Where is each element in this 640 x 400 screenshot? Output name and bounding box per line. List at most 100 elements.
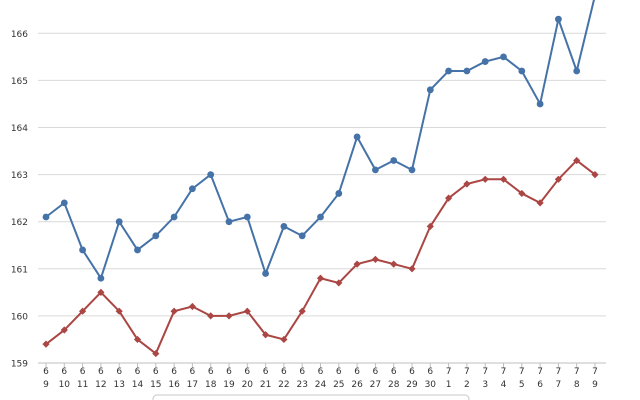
y-tick-label: 163 bbox=[11, 171, 28, 181]
data-point-series-1 bbox=[463, 67, 471, 75]
data-point-series-2 bbox=[536, 199, 544, 207]
x-tick-month: 6 bbox=[391, 367, 397, 377]
x-tick-month: 7 bbox=[501, 367, 507, 377]
x-tick-day: 9 bbox=[43, 380, 49, 390]
series-group bbox=[42, 0, 599, 358]
data-point-series-2 bbox=[79, 307, 87, 315]
data-point-series-2 bbox=[60, 326, 68, 334]
x-tick-day: 29 bbox=[406, 380, 418, 390]
data-point-series-1 bbox=[481, 58, 489, 65]
x-tick-day: 10 bbox=[59, 380, 71, 390]
x-axis: 6961061161261361461561661761861962062162… bbox=[43, 363, 598, 390]
x-tick-day: 16 bbox=[168, 380, 180, 390]
x-tick-month: 6 bbox=[208, 367, 214, 377]
data-point-series-2 bbox=[390, 260, 398, 268]
x-tick-month: 7 bbox=[482, 367, 488, 377]
data-point-series-2 bbox=[115, 307, 123, 315]
x-tick-month: 6 bbox=[171, 367, 177, 377]
data-point-series-2 bbox=[554, 175, 562, 183]
data-point-series-1 bbox=[170, 213, 178, 221]
data-point-series-1 bbox=[60, 199, 68, 207]
x-tick-day: 1 bbox=[446, 380, 452, 390]
x-tick-month: 7 bbox=[556, 367, 562, 377]
x-tick-day: 13 bbox=[113, 380, 124, 390]
x-tick-month: 6 bbox=[135, 367, 141, 377]
data-point-series-2 bbox=[133, 335, 142, 344]
data-point-series-1 bbox=[243, 213, 251, 221]
x-tick-day: 6 bbox=[537, 380, 543, 390]
x-tick-month: 6 bbox=[116, 367, 122, 377]
data-point-series-1 bbox=[42, 213, 50, 221]
x-tick-day: 22 bbox=[278, 380, 289, 390]
x-tick-day: 27 bbox=[370, 380, 381, 390]
data-point-series-2 bbox=[97, 288, 105, 296]
x-tick-day: 12 bbox=[95, 380, 106, 390]
bottom-scrollbar[interactable] bbox=[152, 394, 470, 400]
data-point-series-1 bbox=[298, 232, 306, 240]
data-point-series-1 bbox=[280, 223, 288, 230]
x-tick-day: 2 bbox=[464, 380, 470, 390]
data-point-series-1 bbox=[390, 157, 398, 164]
x-tick-day: 24 bbox=[315, 380, 327, 390]
x-tick-month: 6 bbox=[318, 367, 324, 377]
x-tick-day: 15 bbox=[150, 380, 161, 390]
series-line-2 bbox=[45, 159, 596, 355]
data-point-series-1 bbox=[555, 15, 562, 23]
data-point-series-1 bbox=[225, 218, 233, 226]
x-tick-day: 4 bbox=[501, 380, 507, 390]
x-tick-month: 7 bbox=[537, 367, 543, 377]
x-tick-month: 7 bbox=[464, 367, 470, 377]
y-tick-label: 165 bbox=[11, 77, 28, 87]
x-tick-month: 6 bbox=[80, 367, 86, 377]
data-point-series-1 bbox=[97, 274, 105, 282]
x-tick-month: 6 bbox=[336, 367, 342, 377]
data-point-series-1 bbox=[518, 67, 526, 75]
x-tick-day: 17 bbox=[187, 380, 198, 390]
x-tick-day: 25 bbox=[333, 380, 344, 390]
data-point-series-2 bbox=[518, 189, 526, 198]
data-point-series-1 bbox=[189, 185, 196, 193]
data-point-series-2 bbox=[280, 335, 288, 344]
x-tick-month: 6 bbox=[281, 367, 287, 377]
x-tick-day: 20 bbox=[242, 380, 254, 390]
x-tick-month: 6 bbox=[61, 367, 67, 377]
x-tick-day: 26 bbox=[351, 380, 363, 390]
data-point-series-1 bbox=[353, 133, 361, 141]
x-tick-day: 28 bbox=[388, 380, 400, 390]
series-line-1 bbox=[45, 0, 595, 280]
data-point-series-1 bbox=[536, 100, 544, 108]
data-point-series-2 bbox=[408, 265, 416, 273]
x-tick-day: 11 bbox=[77, 380, 88, 390]
x-tick-month: 6 bbox=[190, 367, 196, 377]
data-point-series-2 bbox=[316, 274, 325, 282]
y-tick-label: 160 bbox=[11, 312, 28, 322]
data-point-series-1 bbox=[573, 67, 581, 75]
data-point-series-1 bbox=[115, 218, 123, 226]
x-tick-day: 23 bbox=[296, 380, 307, 390]
x-tick-day: 9 bbox=[592, 380, 598, 390]
data-point-series-2 bbox=[298, 307, 306, 315]
data-point-series-1 bbox=[372, 166, 379, 174]
x-tick-day: 30 bbox=[425, 380, 437, 390]
data-point-series-2 bbox=[481, 175, 489, 183]
x-tick-month: 6 bbox=[98, 367, 104, 377]
data-point-series-1 bbox=[79, 246, 86, 254]
data-point-series-2 bbox=[152, 349, 160, 358]
x-tick-month: 6 bbox=[373, 367, 379, 377]
data-point-series-1 bbox=[317, 213, 324, 221]
y-tick-label: 162 bbox=[11, 218, 28, 228]
data-point-series-2 bbox=[170, 307, 178, 315]
x-tick-day: 14 bbox=[132, 380, 144, 390]
data-point-series-2 bbox=[371, 255, 379, 263]
data-point-series-2 bbox=[445, 194, 453, 202]
data-point-series-1 bbox=[207, 171, 215, 179]
data-point-series-2 bbox=[335, 279, 343, 287]
data-point-series-2 bbox=[225, 312, 233, 320]
data-point-series-2 bbox=[262, 331, 270, 339]
x-tick-day: 19 bbox=[223, 380, 235, 390]
x-tick-month: 7 bbox=[519, 367, 525, 377]
data-point-series-2 bbox=[499, 175, 508, 183]
x-tick-month: 7 bbox=[574, 367, 580, 377]
grid-lines bbox=[38, 32, 606, 364]
